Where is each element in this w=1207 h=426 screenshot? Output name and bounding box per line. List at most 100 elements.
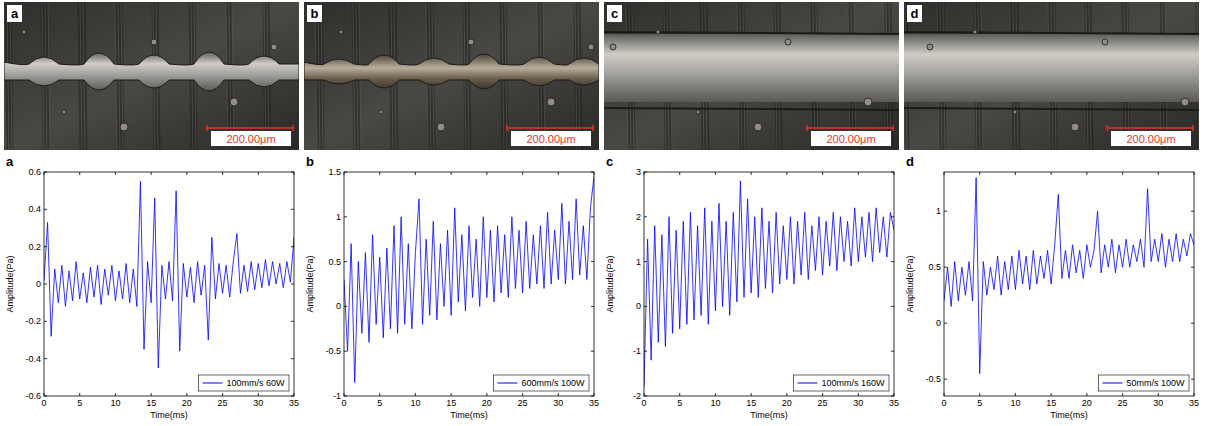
y-tick — [1191, 267, 1194, 268]
photo — [904, 2, 1199, 150]
legend-box — [793, 375, 889, 391]
signal-line — [344, 176, 594, 382]
weld-bead — [4, 52, 299, 91]
x-tick — [415, 172, 416, 175]
plot-frame — [944, 172, 1194, 396]
legend-label: 100mm/s 60W — [226, 378, 285, 388]
scale-label: 200.00μm — [526, 133, 575, 145]
panel-label: a — [6, 154, 14, 169]
scale-bar — [807, 127, 893, 129]
label-box — [7, 5, 22, 22]
scale-bar-end — [506, 125, 508, 131]
x-tick — [979, 172, 980, 175]
y-axis-title: Amplitude(Pa) — [305, 255, 315, 312]
x-tick — [151, 172, 152, 175]
y-tick-label: 2 — [636, 212, 641, 222]
y-tick — [591, 306, 594, 307]
x-tick — [344, 393, 345, 396]
y-tick — [891, 261, 894, 262]
scale-bar-end — [1192, 125, 1194, 131]
x-tick-label: 20 — [782, 398, 792, 408]
y-tick-label: 0.5 — [328, 257, 341, 267]
spatter — [437, 123, 445, 131]
legend-label: 600mm/s 100W — [521, 378, 585, 388]
spatter — [151, 39, 157, 45]
data-group — [344, 176, 594, 382]
spatter — [973, 30, 977, 34]
spatter — [379, 110, 383, 114]
data-group — [644, 181, 894, 387]
y-axis-title: Amplitude(Pa) — [605, 255, 615, 312]
y-tick-label: 0.2 — [28, 242, 41, 252]
y-tick-label: -0.5 — [325, 346, 341, 356]
legend: 100mm/s 60W — [198, 375, 289, 391]
plot-frame — [44, 172, 294, 396]
x-tick — [1158, 393, 1159, 396]
track-edge — [904, 32, 1199, 34]
spatter — [468, 39, 474, 45]
y-tick-label: -1 — [633, 346, 641, 356]
spatter — [22, 30, 26, 34]
y-tick — [44, 321, 47, 322]
photo-ground — [904, 2, 1199, 150]
x-axis-title: Time(ms) — [1050, 410, 1088, 420]
scale-bar — [1107, 127, 1193, 129]
image-label: c — [611, 6, 618, 21]
x-tick-label: 0 — [941, 398, 946, 408]
x-axis-title: Time(ms) — [150, 410, 188, 420]
y-tick — [344, 172, 347, 173]
x-tick — [822, 393, 823, 396]
x-axis-title: Time(ms) — [750, 410, 788, 420]
y-tick-label: -1 — [333, 391, 341, 401]
scale-bar-end — [1106, 125, 1108, 131]
x-tick — [486, 172, 487, 175]
track-edge — [604, 32, 899, 34]
x-tick — [1122, 172, 1123, 175]
y-tick — [891, 396, 894, 397]
x-tick-label: 15 — [1046, 398, 1056, 408]
x-tick-label: 0 — [641, 398, 646, 408]
y-tick — [591, 261, 594, 262]
y-tick — [591, 216, 594, 217]
y-tick — [291, 358, 294, 359]
y-tick — [291, 396, 294, 397]
micrograph: c200.00μm — [604, 2, 899, 150]
weld-track — [904, 34, 1199, 102]
legend: 50mm/s 100W — [1098, 375, 1189, 391]
y-tick — [1191, 211, 1194, 212]
plot-area — [344, 172, 594, 396]
photo-ground — [304, 2, 599, 150]
x-tick — [858, 172, 859, 175]
y-tick-label: 0 — [936, 318, 941, 328]
spatter — [1013, 110, 1017, 114]
y-tick — [644, 172, 647, 173]
x-tick — [294, 172, 295, 175]
chart-panel: 05101520253035-1-0.500.511.5Time(ms)Ampl… — [305, 154, 599, 420]
x-tick — [486, 393, 487, 396]
x-tick — [1086, 393, 1087, 396]
x-tick — [679, 393, 680, 396]
y-tick — [344, 306, 347, 307]
x-tick — [79, 393, 80, 396]
x-tick — [558, 393, 559, 396]
x-tick — [1015, 393, 1016, 396]
scale-label: 200.00μm — [226, 133, 275, 145]
plot-area — [944, 172, 1194, 396]
x-tick — [186, 393, 187, 396]
chart-panel: 05101520253035-2-10123Time(ms)Amplitude(… — [605, 154, 899, 420]
x-tick — [894, 393, 895, 396]
plot-frame — [644, 172, 894, 396]
spatter — [656, 30, 660, 34]
photo — [4, 2, 299, 150]
x-tick — [715, 393, 716, 396]
x-tick — [186, 172, 187, 175]
y-tick-label: -0.6 — [25, 391, 41, 401]
data-group — [944, 178, 1194, 374]
x-tick — [944, 393, 945, 396]
x-tick — [1051, 393, 1052, 396]
y-tick — [944, 379, 947, 380]
x-tick — [822, 172, 823, 175]
x-tick-label: 35 — [1189, 398, 1199, 408]
x-tick — [679, 172, 680, 175]
y-tick — [944, 323, 947, 324]
